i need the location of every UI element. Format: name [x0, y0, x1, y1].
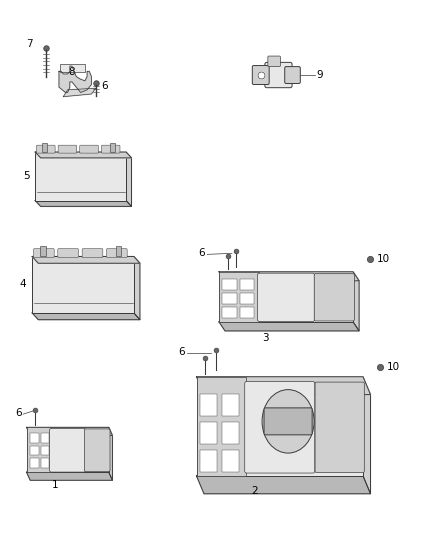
Polygon shape: [363, 377, 371, 494]
Text: 7: 7: [27, 39, 33, 49]
Bar: [200, 450, 217, 472]
Bar: [200, 422, 217, 444]
Text: 10: 10: [377, 254, 390, 264]
Polygon shape: [27, 472, 113, 480]
FancyBboxPatch shape: [85, 429, 110, 472]
FancyBboxPatch shape: [285, 67, 300, 84]
Bar: [200, 394, 217, 416]
Polygon shape: [64, 88, 96, 96]
Bar: [27, 427, 109, 472]
FancyBboxPatch shape: [315, 382, 364, 473]
Bar: [223, 306, 237, 318]
FancyBboxPatch shape: [314, 274, 354, 321]
Bar: [30, 433, 39, 443]
Bar: [116, 246, 121, 256]
Bar: [41, 433, 49, 443]
Bar: [223, 279, 237, 289]
FancyBboxPatch shape: [245, 382, 315, 473]
Text: 1: 1: [52, 480, 59, 490]
Bar: [240, 306, 254, 318]
Text: 10: 10: [387, 362, 400, 372]
FancyBboxPatch shape: [60, 64, 85, 72]
Bar: [30, 446, 39, 455]
Polygon shape: [32, 313, 140, 320]
Bar: [41, 446, 49, 455]
Bar: [222, 422, 240, 444]
Polygon shape: [59, 66, 92, 92]
Polygon shape: [27, 427, 113, 435]
Bar: [240, 293, 254, 304]
Text: 6: 6: [101, 81, 108, 91]
Text: 8: 8: [68, 67, 75, 77]
Bar: [40, 246, 46, 256]
FancyBboxPatch shape: [58, 249, 78, 257]
Bar: [27, 427, 51, 472]
Polygon shape: [35, 152, 131, 158]
Text: 6: 6: [178, 347, 184, 357]
Bar: [240, 279, 254, 289]
Text: 9: 9: [316, 70, 323, 80]
Polygon shape: [219, 272, 359, 281]
FancyBboxPatch shape: [101, 145, 120, 153]
Text: 3: 3: [263, 333, 269, 343]
FancyBboxPatch shape: [268, 56, 280, 67]
Bar: [110, 143, 115, 152]
FancyBboxPatch shape: [33, 249, 54, 257]
FancyBboxPatch shape: [80, 145, 99, 153]
FancyBboxPatch shape: [258, 273, 314, 321]
FancyBboxPatch shape: [58, 145, 77, 153]
Bar: [222, 450, 240, 472]
Polygon shape: [32, 256, 140, 263]
Bar: [42, 143, 47, 152]
Polygon shape: [353, 272, 359, 331]
Bar: [30, 458, 39, 468]
FancyBboxPatch shape: [106, 249, 127, 257]
FancyBboxPatch shape: [264, 408, 312, 435]
Text: 4: 4: [19, 279, 26, 289]
Bar: [223, 293, 237, 304]
FancyBboxPatch shape: [49, 429, 86, 472]
Bar: [219, 272, 353, 322]
Text: 6: 6: [15, 408, 21, 418]
Polygon shape: [197, 476, 371, 494]
Polygon shape: [219, 322, 359, 331]
Bar: [197, 377, 363, 476]
FancyBboxPatch shape: [36, 145, 55, 153]
Polygon shape: [126, 152, 131, 206]
Bar: [219, 272, 259, 322]
Text: 2: 2: [251, 486, 258, 496]
FancyBboxPatch shape: [265, 62, 292, 88]
FancyBboxPatch shape: [252, 66, 269, 85]
Text: 5: 5: [23, 171, 30, 181]
Bar: [32, 256, 134, 313]
Bar: [41, 458, 49, 468]
FancyBboxPatch shape: [82, 249, 103, 257]
Bar: [197, 377, 247, 476]
Bar: [222, 394, 240, 416]
Polygon shape: [35, 200, 131, 206]
Circle shape: [262, 390, 314, 453]
Polygon shape: [109, 427, 113, 480]
Polygon shape: [134, 256, 140, 320]
Bar: [35, 152, 126, 200]
Polygon shape: [197, 377, 371, 394]
Text: 6: 6: [198, 248, 205, 259]
